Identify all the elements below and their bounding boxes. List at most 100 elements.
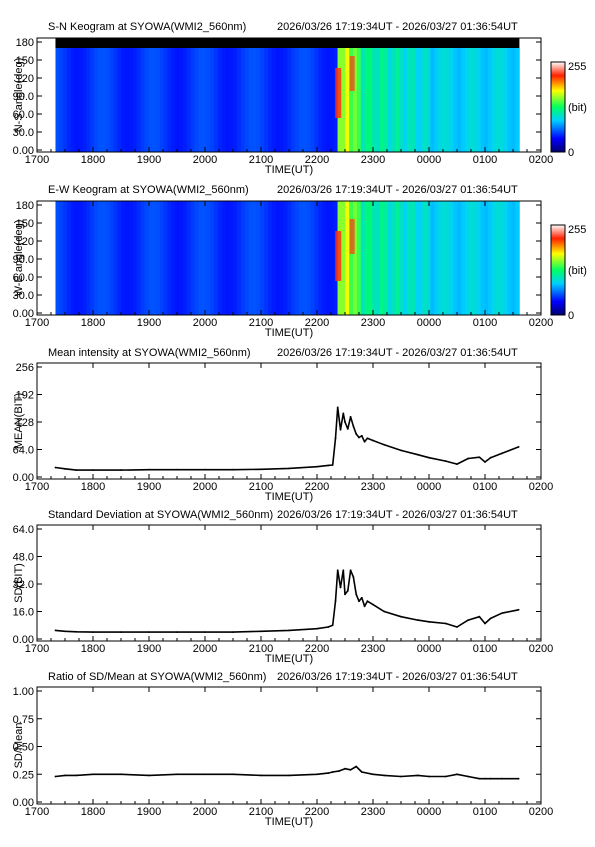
keogram-column	[70, 201, 76, 315]
line-chart-layer: Mean intensity at SYOWA(WMI2_560nm) 2026/…	[13, 347, 554, 828]
keogram-column	[94, 201, 99, 315]
keogram-column	[260, 201, 265, 315]
keogram-column	[414, 201, 420, 315]
keogram-column	[63, 38, 68, 152]
keogram-column	[159, 38, 165, 152]
keogram-column	[318, 201, 323, 315]
data-point	[331, 771, 334, 773]
keogram-column	[318, 38, 323, 152]
data-point	[75, 630, 78, 633]
keogram-column	[59, 38, 64, 152]
data-point	[383, 610, 386, 613]
data-point	[327, 464, 330, 467]
data-point	[372, 773, 374, 776]
keogram-column	[457, 201, 462, 315]
x-tick-label: 2100	[249, 643, 273, 655]
keogram-column	[295, 201, 300, 315]
x-axis-label: TIME(UT)	[265, 164, 313, 176]
data-point	[338, 770, 341, 772]
keogram-column	[422, 201, 428, 315]
line-chart-panel: Mean intensity at SYOWA(WMI2_560nm) 2026/…	[13, 347, 554, 503]
keogram-column	[171, 201, 176, 315]
keogram-column	[287, 38, 292, 152]
colorbar-unit-label: (bit)	[568, 102, 587, 114]
keogram-column	[325, 38, 331, 152]
keogram-column	[213, 201, 219, 315]
keogram-column	[229, 201, 234, 315]
keogram-column	[179, 201, 184, 315]
data-point	[484, 777, 486, 780]
keogram-column	[163, 201, 169, 315]
keogram-column	[507, 38, 513, 152]
x-tick-label: 2300	[361, 806, 385, 818]
keogram-column	[407, 38, 412, 152]
keogram-column	[171, 38, 176, 152]
keogram-column	[360, 201, 366, 315]
keogram-column	[125, 201, 130, 315]
keogram-column	[376, 201, 381, 315]
keogram-column	[159, 201, 165, 315]
keogram-column	[298, 38, 304, 152]
keogram-column	[90, 38, 95, 152]
keogram-column	[256, 38, 261, 152]
keogram-column	[55, 38, 60, 152]
data-point	[467, 775, 470, 778]
keogram-column	[271, 201, 277, 315]
keogram-column	[426, 38, 431, 152]
colorbar	[550, 61, 566, 153]
keogram-column	[434, 38, 439, 152]
chart-title: Standard Deviation at SYOWA(WMI2_560nm)	[48, 509, 273, 521]
data-point	[260, 468, 262, 471]
keogram-column	[190, 201, 196, 315]
keogram-layer: S-N Keogram at SYOWA(WMI2_560nm) 2026/03/…	[13, 21, 587, 339]
data-point	[204, 773, 206, 776]
keogram-column	[376, 38, 381, 152]
keogram-column	[407, 201, 412, 315]
x-tick-label: 2000	[193, 154, 217, 166]
keogram-column	[252, 38, 258, 152]
keogram-column	[368, 38, 373, 152]
data-point	[358, 436, 360, 439]
keogram-column	[468, 38, 474, 152]
keogram-column	[225, 38, 230, 152]
keogram-column	[140, 38, 145, 152]
y-tick-label: 0.25	[13, 769, 34, 781]
chart-y-axis-label: SD(BIT)	[13, 563, 25, 603]
y-tick-label: 128	[16, 417, 34, 429]
keogram-column	[186, 201, 192, 315]
keogram-column	[476, 201, 482, 315]
keogram-column	[410, 201, 416, 315]
data-point	[64, 774, 66, 777]
keogram-column	[155, 201, 161, 315]
keogram-column	[472, 38, 478, 152]
keogram-column	[136, 38, 142, 152]
data-point	[344, 767, 346, 770]
data-point	[349, 569, 352, 572]
keogram-column	[194, 201, 200, 315]
data-point	[416, 453, 419, 456]
x-tick-label: 2200	[305, 154, 329, 166]
chart-frame	[36, 362, 542, 480]
data-point	[400, 615, 402, 618]
keogram-column	[387, 201, 393, 315]
data-point	[64, 467, 66, 470]
keogram-column	[345, 38, 350, 152]
keogram-column	[244, 201, 250, 315]
series-line	[55, 765, 519, 780]
keogram-column	[283, 201, 288, 315]
data-point	[456, 626, 458, 628]
data-point	[327, 772, 330, 775]
keogram-column	[380, 201, 385, 315]
data-point	[352, 425, 355, 428]
keogram-column	[67, 201, 72, 315]
keogram-column	[109, 201, 115, 315]
data-point	[339, 428, 342, 431]
data-point	[400, 775, 402, 778]
keogram-column	[395, 38, 400, 152]
keogram-column	[511, 201, 516, 315]
data-point	[416, 774, 419, 777]
keogram-column	[387, 38, 393, 152]
keogram-column	[353, 38, 358, 152]
keogram-column	[152, 201, 157, 315]
keogram-column	[225, 201, 230, 315]
